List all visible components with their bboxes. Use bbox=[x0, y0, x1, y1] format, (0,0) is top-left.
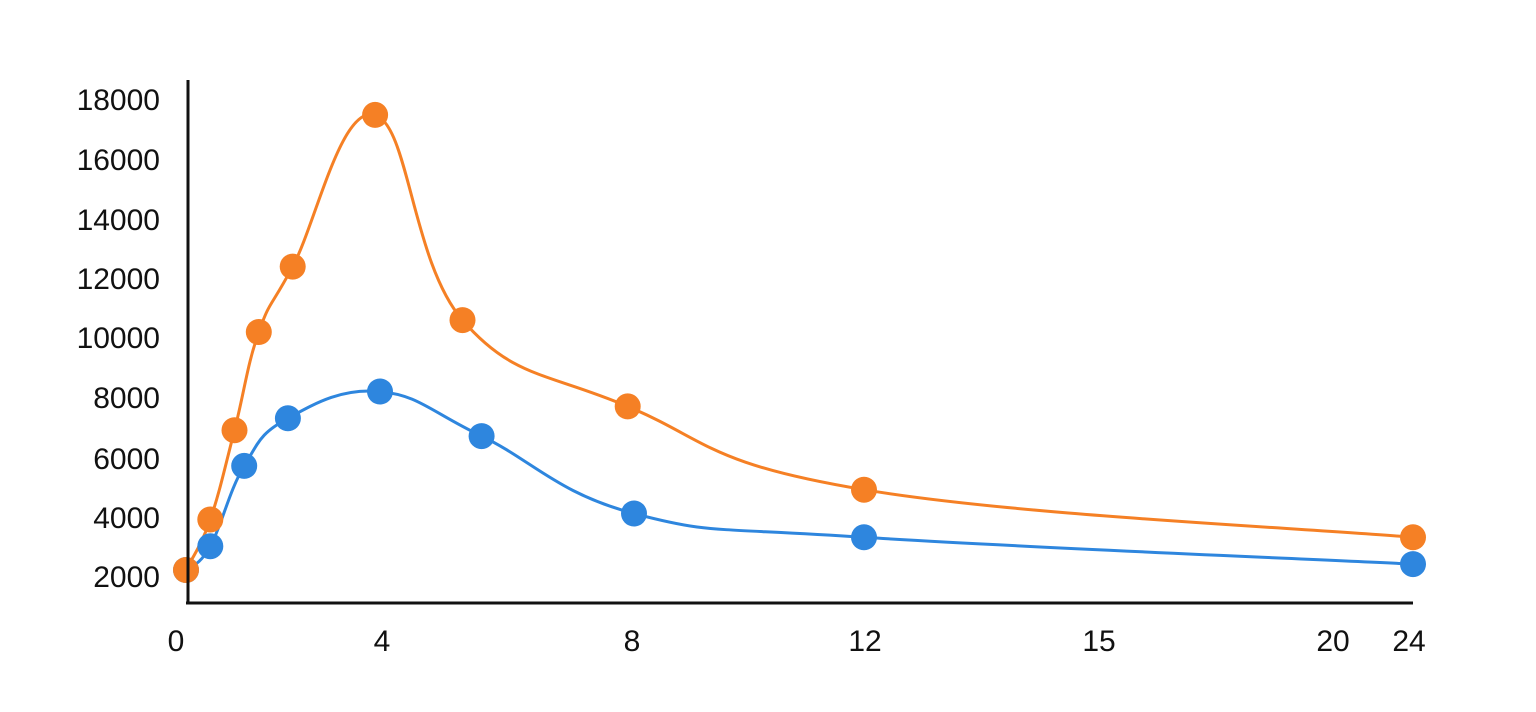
y-tick-label-2000: 2000 bbox=[93, 561, 160, 594]
series-1-point bbox=[1400, 551, 1426, 578]
series-layer bbox=[173, 101, 1426, 583]
series-1-point bbox=[851, 524, 877, 551]
series-2-point bbox=[197, 506, 224, 533]
series-1-point bbox=[621, 500, 647, 527]
series-1-line bbox=[184, 389, 1414, 572]
series-1-point bbox=[468, 423, 495, 450]
series-2-point bbox=[1400, 524, 1426, 551]
series-2-line bbox=[184, 112, 1414, 571]
series-1-point bbox=[274, 405, 301, 432]
series-2-point bbox=[614, 393, 641, 420]
series-2-point bbox=[173, 557, 199, 583]
y-tick-label-8000: 8000 bbox=[93, 382, 160, 415]
x-tick-label-20: 20 bbox=[1316, 625, 1349, 658]
y-tick-label-12000: 12000 bbox=[77, 263, 160, 296]
y-tick-label-10000: 10000 bbox=[77, 322, 160, 355]
x-tick-label-15: 15 bbox=[1082, 625, 1115, 658]
x-tick-label-12: 12 bbox=[848, 625, 881, 658]
series-1-point bbox=[367, 378, 393, 405]
y-tick-label-14000: 14000 bbox=[77, 204, 160, 237]
series-2-point bbox=[449, 307, 476, 334]
y-tick-label-6000: 6000 bbox=[93, 443, 160, 476]
x-tick-label-8: 8 bbox=[624, 625, 641, 658]
y-tick-label-16000: 16000 bbox=[77, 144, 160, 177]
x-tick-label-4: 4 bbox=[374, 625, 391, 658]
series-2-point bbox=[245, 319, 272, 345]
y-tick-label-4000: 4000 bbox=[93, 502, 160, 535]
series-2-point bbox=[279, 253, 306, 280]
series-1-point bbox=[197, 533, 224, 560]
series-2-point bbox=[362, 101, 389, 128]
series-1-point bbox=[231, 452, 258, 479]
x-tick-label-24: 24 bbox=[1392, 625, 1425, 658]
series-2-point bbox=[851, 476, 877, 503]
x-tick-label-0: 0 bbox=[168, 625, 185, 658]
y-tick-label-18000: 18000 bbox=[77, 84, 160, 117]
series-2-point bbox=[221, 417, 248, 444]
